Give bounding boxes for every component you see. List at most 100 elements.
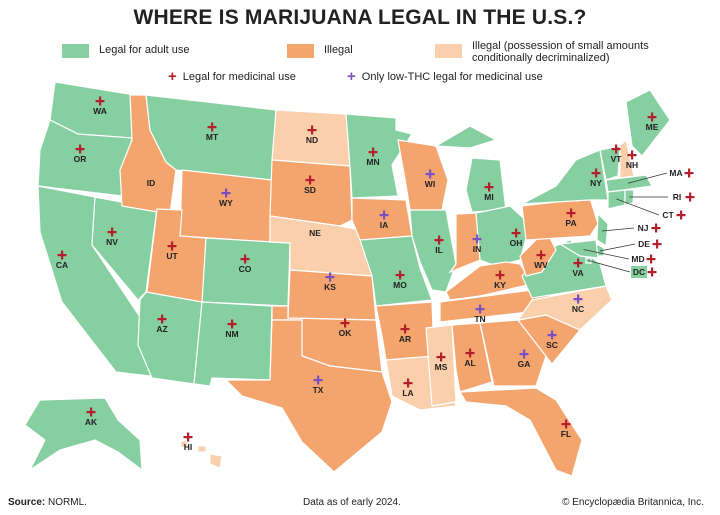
state-label: ME xyxy=(646,122,659,132)
state-shape[interactable] xyxy=(269,159,353,227)
state-md[interactable] xyxy=(558,239,599,259)
state-label: WA xyxy=(93,106,107,116)
state-shape[interactable] xyxy=(599,145,621,181)
low-thc-cross-icon xyxy=(313,375,323,385)
medicinal-cross-icon xyxy=(647,267,657,277)
medicinal-cross-icon xyxy=(652,239,662,249)
leader-line xyxy=(602,227,635,232)
state-label: NM xyxy=(225,329,238,339)
state-wv[interactable] xyxy=(519,228,557,277)
state-label: KS xyxy=(324,282,336,292)
state-shape[interactable] xyxy=(409,209,457,293)
medicinal-cross-icon xyxy=(511,228,521,238)
medicinal-cross-icon xyxy=(495,270,505,280)
state-nj[interactable] xyxy=(596,212,609,248)
state-shape[interactable] xyxy=(433,125,498,149)
medicinal-cross-icon xyxy=(395,270,405,280)
state-oh[interactable] xyxy=(475,205,531,267)
state-pa[interactable] xyxy=(521,197,599,241)
state-label: ID xyxy=(147,178,156,188)
low-thc-cross-icon xyxy=(475,304,485,314)
medicinal-cross-icon xyxy=(591,168,601,178)
state-vt[interactable] xyxy=(599,145,621,181)
state-mi[interactable] xyxy=(433,125,507,213)
state-shape[interactable] xyxy=(197,445,207,453)
state-label: WI xyxy=(425,179,435,189)
state-il[interactable] xyxy=(409,209,457,293)
state-shape[interactable] xyxy=(605,174,653,193)
low-thc-cross-icon xyxy=(425,169,435,179)
state-label: MT xyxy=(206,132,219,142)
legend-label: Legal for medicinal use xyxy=(182,71,296,83)
state-shape[interactable] xyxy=(351,197,413,241)
state-shape[interactable] xyxy=(179,439,189,449)
state-shape[interactable] xyxy=(521,197,599,241)
low-thc-cross-icon xyxy=(325,272,335,282)
medicinal-cross-icon xyxy=(651,223,661,233)
state-shape[interactable] xyxy=(224,319,393,473)
state-label: HI xyxy=(184,442,193,452)
state-shape[interactable] xyxy=(451,322,493,393)
state-ct[interactable] xyxy=(607,189,626,210)
state-fl[interactable] xyxy=(458,387,583,477)
state-label: NH xyxy=(626,160,638,170)
state-sd[interactable] xyxy=(269,159,353,227)
state-shape[interactable] xyxy=(607,189,626,210)
state-label: IL xyxy=(435,245,443,255)
state-me[interactable] xyxy=(625,89,671,157)
source-label: Source: xyxy=(8,497,46,508)
state-mn[interactable] xyxy=(345,113,413,199)
state-ak[interactable] xyxy=(24,397,143,472)
medicinal-cross-icon xyxy=(240,254,250,264)
medicinal-cross-icon xyxy=(434,235,444,245)
state-shape[interactable] xyxy=(624,189,635,206)
low-thc-cross-icon xyxy=(379,210,389,220)
state-ms[interactable] xyxy=(425,324,457,407)
state-label: NY xyxy=(590,178,602,188)
state-shape[interactable] xyxy=(465,157,507,213)
medicinal-cross-icon xyxy=(340,318,350,328)
medicinal-cross-icon xyxy=(75,144,85,154)
state-shape[interactable] xyxy=(519,228,557,277)
state-ia[interactable] xyxy=(351,197,413,241)
state-ga[interactable] xyxy=(479,319,547,387)
state-nm[interactable] xyxy=(193,301,273,387)
state-shape[interactable] xyxy=(596,212,609,248)
state-ri[interactable] xyxy=(624,189,635,206)
medicinal-cross-icon xyxy=(307,125,317,135)
state-shape[interactable] xyxy=(458,387,583,477)
medicinal-cross-icon xyxy=(573,258,583,268)
state-shape[interactable] xyxy=(345,113,413,199)
map-title: WHERE IS MARIJUANA LEGAL IN THE U.S.? xyxy=(133,6,587,29)
state-shape[interactable] xyxy=(448,212,481,274)
state-label: NE xyxy=(309,228,321,238)
state-al[interactable] xyxy=(451,322,493,393)
medicinal-cross-icon xyxy=(647,112,657,122)
state-hi[interactable] xyxy=(179,439,223,469)
state-label: OK xyxy=(339,328,353,338)
state-shape[interactable] xyxy=(475,205,531,267)
purple-cross-icon: + xyxy=(347,68,356,85)
state-label: UT xyxy=(166,251,178,261)
state-shape[interactable] xyxy=(625,89,671,157)
state-shape[interactable] xyxy=(24,397,143,472)
low-thc-cross-icon xyxy=(472,234,482,244)
source-note: Source: NORML. xyxy=(8,497,87,508)
state-label: MD xyxy=(631,254,644,264)
medicinal-cross-icon xyxy=(227,319,237,329)
state-shape[interactable] xyxy=(209,453,223,469)
medicinal-cross-icon xyxy=(536,250,546,260)
red-cross-icon: + xyxy=(168,68,177,85)
medicinal-cross-icon xyxy=(107,227,117,237)
state-shape[interactable] xyxy=(558,239,599,259)
illegal-swatch xyxy=(287,44,314,58)
decriminalized-swatch xyxy=(435,44,462,58)
state-in[interactable] xyxy=(448,212,481,274)
state-ma[interactable] xyxy=(605,174,653,193)
state-label: NV xyxy=(106,237,118,247)
state-tx[interactable] xyxy=(224,319,393,473)
medicinal-cross-icon xyxy=(183,432,193,442)
state-shape[interactable] xyxy=(425,324,457,407)
state-shape[interactable] xyxy=(193,301,273,387)
state-shape[interactable] xyxy=(479,319,547,387)
